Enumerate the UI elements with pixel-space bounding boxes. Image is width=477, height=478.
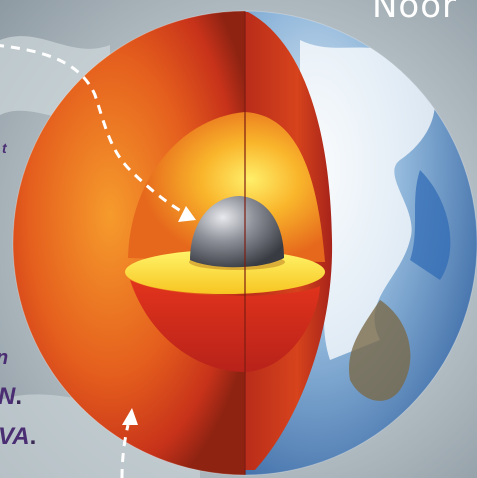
earth-clouds bbox=[300, 40, 435, 360]
dashed-arrow-head bbox=[122, 408, 138, 425]
lower-mantle-bowl bbox=[130, 280, 320, 372]
left-label-4-dot: . bbox=[29, 423, 37, 450]
dashed-arrow-head bbox=[178, 206, 196, 222]
inner-core bbox=[190, 196, 284, 268]
globe-outline bbox=[12, 10, 477, 476]
left-label-1-text: t bbox=[2, 140, 7, 156]
left-label-4: VA. bbox=[0, 423, 36, 451]
page-title-fragment: Noor bbox=[372, 0, 458, 26]
crust-cutaway bbox=[13, 11, 245, 475]
earth-land bbox=[349, 300, 411, 401]
dashed-arrow-icon bbox=[0, 44, 187, 216]
left-label-2: n bbox=[0, 347, 8, 370]
left-label-2-text: n bbox=[0, 347, 8, 369]
left-label-4-text: VA bbox=[0, 423, 30, 450]
dashed-arrow-icon bbox=[120, 424, 130, 478]
left-label-3-dot: . bbox=[15, 383, 23, 410]
left-label-1: t bbox=[2, 140, 7, 156]
left-label-3: N. bbox=[0, 383, 22, 411]
earth-ocean bbox=[410, 170, 451, 280]
left-label-3-text: N bbox=[0, 383, 15, 410]
